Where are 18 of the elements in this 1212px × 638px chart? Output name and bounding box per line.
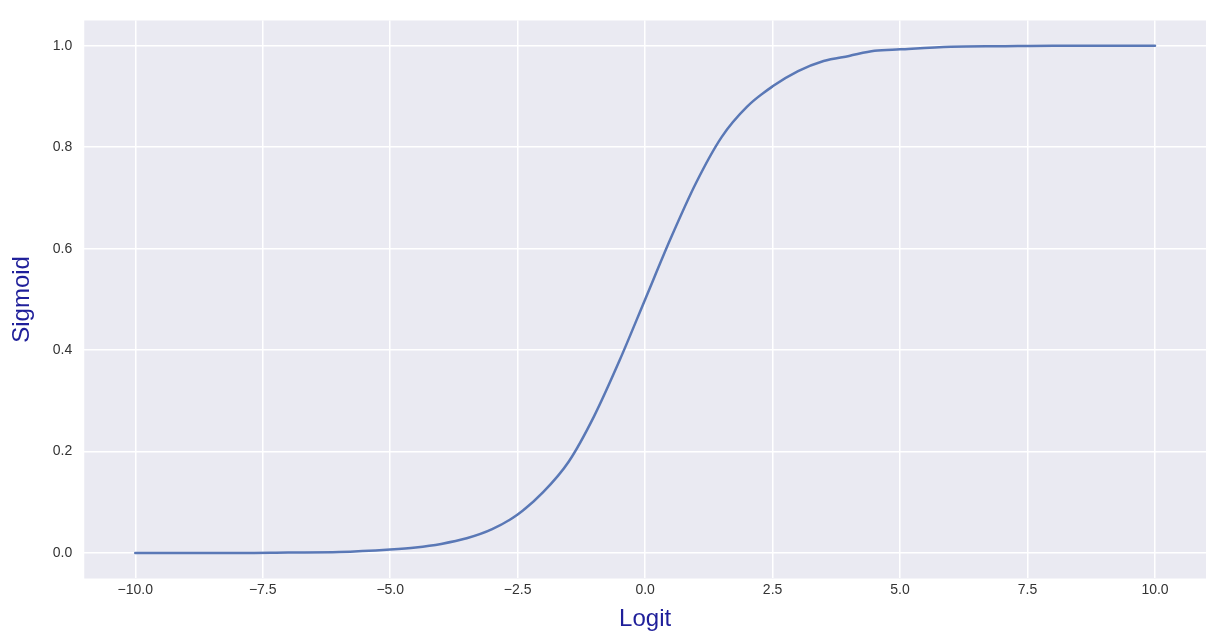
x-tick-label: −5.0 [376,580,405,597]
x-tick-label: −7.5 [248,580,277,597]
y-tick-label: 0.0 [52,543,73,560]
x-axis-title: Logit [619,604,672,632]
y-axis-title: Sigmoid [7,256,35,343]
x-tick-label: −2.5 [503,580,532,597]
x-tick-label: −10.0 [117,580,154,597]
x-tick-label: 10.0 [1141,580,1169,597]
x-tick-label: 5.0 [890,580,911,597]
y-tick-label: 0.4 [52,340,73,357]
y-tick-label: 0.6 [52,239,73,256]
x-tick-label: 0.0 [635,580,656,597]
x-tick-label: 2.5 [762,580,783,597]
line-series [134,44,1157,555]
y-tick-label: 1.0 [52,36,73,53]
y-tick-label: 0.2 [52,442,73,459]
y-tick-label: 0.8 [52,138,73,155]
x-tick-label: 7.5 [1017,580,1038,597]
